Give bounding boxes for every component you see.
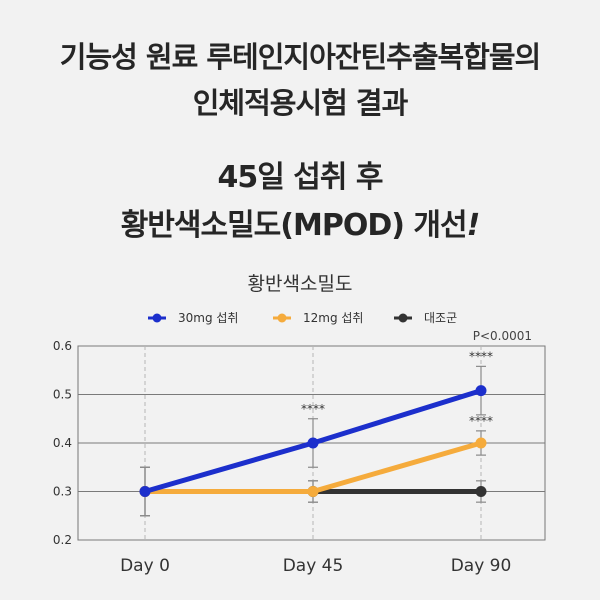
data-point — [307, 437, 319, 449]
significance-marker: **** — [301, 402, 325, 416]
headline-line-4-main: 황반색소밀도(MPOD) 개선 — [120, 208, 468, 243]
headline-line-4: 황반색소밀도(MPOD) 개선! — [0, 200, 600, 244]
legend-swatch-marker — [398, 313, 408, 323]
legend-label: 12mg 섭취 — [303, 311, 363, 325]
headline-line-3: 45일 섭취 후 — [217, 160, 383, 195]
data-point — [307, 486, 319, 497]
legend-swatch-marker — [277, 313, 287, 323]
legend-label: 대조군 — [424, 311, 457, 325]
headline-line-1: 기능성 원료 루테인지아잔틴추출복합물의 — [59, 40, 541, 74]
x-tick-label: Day 0 — [120, 556, 170, 576]
data-point — [475, 437, 487, 449]
y-tick-label: 0.2 — [53, 533, 72, 547]
y-tick-label: 0.3 — [53, 485, 72, 499]
y-tick-label: 0.5 — [53, 388, 72, 402]
data-point — [475, 486, 487, 497]
data-point — [139, 486, 151, 497]
significance-marker: **** — [469, 349, 493, 363]
chart-legend: 30mg 섭취 12mg 섭취 대조군 — [148, 311, 457, 325]
significance-marker: **** — [469, 414, 493, 428]
headline-line-2: 인체적용시험 결과 — [192, 86, 409, 120]
x-tick-label: Day 45 — [283, 556, 344, 576]
legend-swatch-marker — [152, 313, 162, 323]
y-tick-label: 0.4 — [53, 436, 72, 450]
p-value-note: P<0.0001 — [473, 329, 532, 343]
plot-area: 0.2 0.3 0.4 0.5 0.6 Day 0 Day 45 Day 90 **** ****… — [53, 339, 546, 576]
legend-label: 30mg 섭취 — [178, 311, 238, 325]
headline-exclamation: ! — [466, 208, 481, 243]
x-tick-label: Day 90 — [451, 556, 512, 576]
y-tick-label: 0.6 — [53, 339, 72, 353]
chart-title: 황반색소밀도 — [248, 273, 353, 295]
data-point — [475, 385, 487, 397]
